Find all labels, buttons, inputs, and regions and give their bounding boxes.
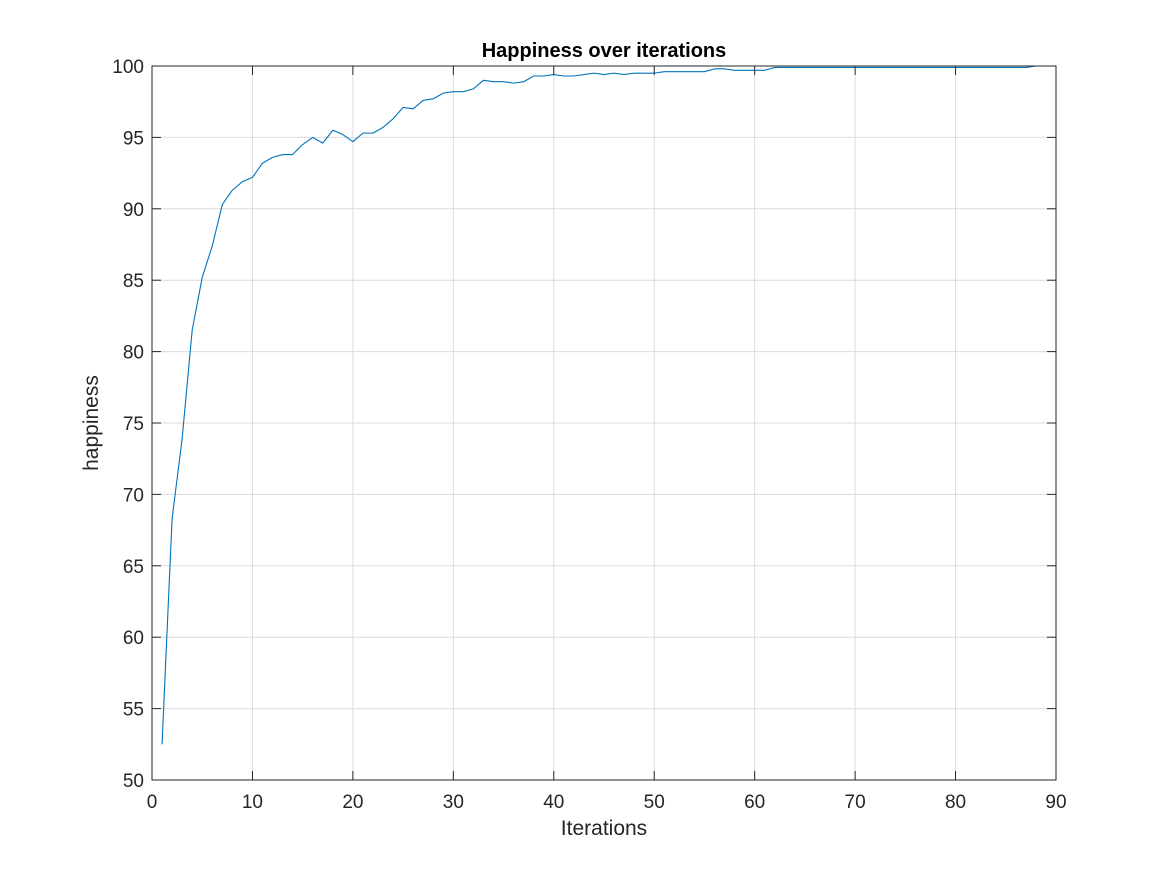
x-axis-label: Iterations bbox=[561, 817, 647, 840]
x-tick-label: 10 bbox=[242, 792, 263, 813]
y-tick-label: 100 bbox=[112, 57, 144, 78]
y-tick-label: 70 bbox=[123, 485, 144, 506]
y-tick-label: 75 bbox=[123, 414, 144, 435]
x-tick-label: 0 bbox=[147, 792, 158, 813]
x-tick-label: 30 bbox=[443, 792, 464, 813]
x-tick-label: 50 bbox=[644, 792, 665, 813]
x-tick-label: 60 bbox=[744, 792, 765, 813]
x-tick-label: 80 bbox=[945, 792, 966, 813]
chart-title: Happiness over iterations bbox=[482, 40, 727, 62]
x-tick-label: 70 bbox=[845, 792, 866, 813]
y-tick-label: 80 bbox=[123, 343, 144, 364]
x-tick-label: 90 bbox=[1045, 792, 1066, 813]
y-tick-label: 60 bbox=[123, 628, 144, 649]
x-tick-label: 20 bbox=[342, 792, 363, 813]
x-tick-label: 40 bbox=[543, 792, 564, 813]
y-tick-label: 90 bbox=[123, 200, 144, 221]
y-tick-label: 55 bbox=[123, 700, 144, 721]
y-tick-label: 65 bbox=[123, 557, 144, 578]
y-axis-label: happiness bbox=[80, 375, 103, 471]
y-tick-label: 85 bbox=[123, 271, 144, 292]
y-tick-label: 95 bbox=[123, 128, 144, 149]
y-tick-label: 50 bbox=[123, 771, 144, 792]
